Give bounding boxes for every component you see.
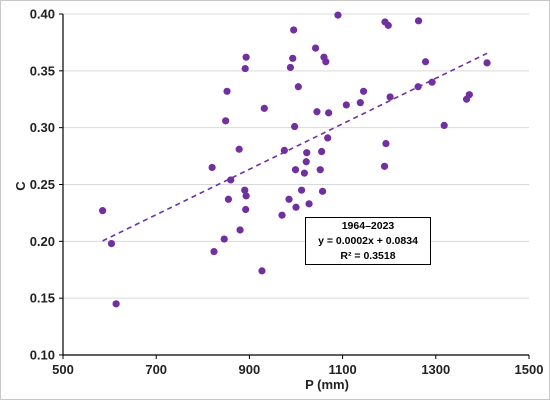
y-tick-label: 0.20 bbox=[30, 234, 55, 249]
y-tick-label: 0.30 bbox=[30, 120, 55, 135]
data-point bbox=[342, 101, 350, 109]
data-points bbox=[99, 11, 491, 308]
x-tick-label: 500 bbox=[52, 362, 74, 377]
data-point bbox=[414, 17, 423, 25]
x-tick-label: 900 bbox=[239, 362, 261, 377]
data-point bbox=[112, 300, 120, 308]
annotation-r-squared: R² = 0.3518 bbox=[340, 250, 396, 262]
data-point bbox=[313, 108, 321, 116]
data-point bbox=[311, 44, 320, 52]
data-point bbox=[223, 87, 231, 95]
data-point bbox=[222, 117, 230, 125]
data-point bbox=[224, 195, 233, 203]
data-point bbox=[242, 53, 250, 61]
data-point bbox=[289, 54, 297, 62]
annotation-period: 1964–2023 bbox=[341, 220, 395, 232]
data-point bbox=[382, 139, 390, 148]
gridlines bbox=[63, 13, 529, 299]
y-tick-label: 0.10 bbox=[30, 348, 55, 363]
data-point bbox=[334, 11, 342, 19]
data-point bbox=[241, 186, 249, 194]
data-point bbox=[297, 186, 306, 194]
data-point bbox=[300, 169, 308, 177]
axes bbox=[59, 13, 530, 359]
x-tick-label: 1300 bbox=[421, 362, 450, 377]
data-point bbox=[356, 99, 364, 107]
data-point bbox=[236, 226, 244, 234]
data-point bbox=[384, 21, 392, 29]
data-point bbox=[99, 207, 107, 215]
data-point bbox=[465, 91, 473, 99]
data-point bbox=[280, 146, 288, 154]
data-point bbox=[235, 145, 243, 153]
data-point bbox=[220, 235, 228, 243]
data-point bbox=[286, 63, 295, 72]
x-tick-label: 1500 bbox=[515, 362, 544, 377]
data-point bbox=[302, 158, 310, 166]
data-point bbox=[305, 200, 313, 208]
data-point bbox=[483, 59, 491, 67]
data-point bbox=[242, 205, 250, 214]
y-tick-label: 0.35 bbox=[30, 63, 55, 78]
data-point bbox=[227, 176, 235, 184]
data-point bbox=[210, 247, 218, 256]
data-point bbox=[292, 203, 300, 211]
data-point bbox=[440, 121, 448, 129]
data-point bbox=[260, 104, 268, 112]
data-point bbox=[421, 58, 430, 66]
y-axis-title: C bbox=[13, 181, 28, 191]
data-point bbox=[291, 166, 300, 174]
data-point bbox=[107, 240, 116, 248]
data-point bbox=[294, 83, 302, 91]
data-point bbox=[242, 192, 250, 200]
data-point bbox=[325, 109, 333, 117]
y-tick-label: 0.25 bbox=[30, 177, 55, 192]
tick-labels: 0.10 0.15 0.20 0.25 0.30 0.35 0.40 500 700 900 110… bbox=[30, 7, 544, 378]
data-point bbox=[278, 211, 286, 219]
data-point bbox=[290, 26, 298, 34]
x-tick-label: 1100 bbox=[328, 362, 356, 377]
data-point bbox=[322, 58, 330, 66]
data-point bbox=[303, 149, 311, 157]
data-point bbox=[208, 163, 216, 172]
x-axis-title: P (mm) bbox=[305, 377, 349, 392]
data-point bbox=[241, 64, 249, 73]
y-tick-label: 0.40 bbox=[30, 7, 55, 22]
data-point bbox=[285, 195, 293, 203]
data-point bbox=[316, 166, 324, 174]
data-point bbox=[359, 87, 368, 95]
data-point bbox=[318, 147, 326, 156]
data-point bbox=[380, 162, 389, 170]
regression-annotation-box: 1964–2023 y = 0.0002x + 0.0834 R² = 0.35… bbox=[305, 217, 431, 265]
data-point bbox=[324, 134, 332, 142]
data-point bbox=[386, 93, 394, 101]
data-point bbox=[258, 267, 266, 275]
data-point bbox=[414, 83, 422, 91]
data-point bbox=[291, 122, 299, 131]
annotation-equation: y = 0.0002x + 0.0834 bbox=[318, 235, 418, 247]
data-point bbox=[318, 187, 327, 195]
y-tick-label: 0.15 bbox=[30, 291, 55, 306]
data-point bbox=[428, 78, 436, 86]
x-tick-label: 700 bbox=[145, 362, 167, 377]
